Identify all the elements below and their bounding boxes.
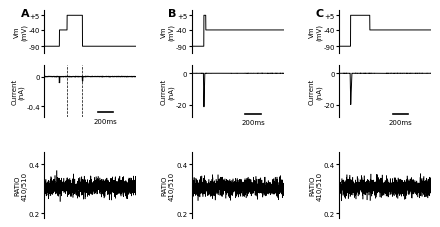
Text: C: C — [316, 9, 324, 19]
Text: A: A — [21, 9, 29, 19]
Y-axis label: Current
(nA): Current (nA) — [308, 79, 322, 105]
Y-axis label: Current
(nA): Current (nA) — [11, 79, 25, 105]
Text: B: B — [169, 9, 177, 19]
Text: 200ms: 200ms — [241, 119, 265, 125]
Y-axis label: Vm
(mV): Vm (mV) — [308, 24, 322, 41]
Y-axis label: Vm
(mV): Vm (mV) — [14, 24, 27, 41]
Y-axis label: Vm
(mV): Vm (mV) — [161, 24, 174, 41]
Y-axis label: RATIO
410/510: RATIO 410/510 — [162, 171, 175, 200]
Y-axis label: RATIO
410/510: RATIO 410/510 — [309, 171, 323, 200]
Text: 200ms: 200ms — [94, 118, 117, 124]
Y-axis label: RATIO
410/510: RATIO 410/510 — [15, 171, 27, 200]
Y-axis label: Current
(nA): Current (nA) — [161, 79, 175, 105]
Text: 200ms: 200ms — [389, 119, 412, 125]
